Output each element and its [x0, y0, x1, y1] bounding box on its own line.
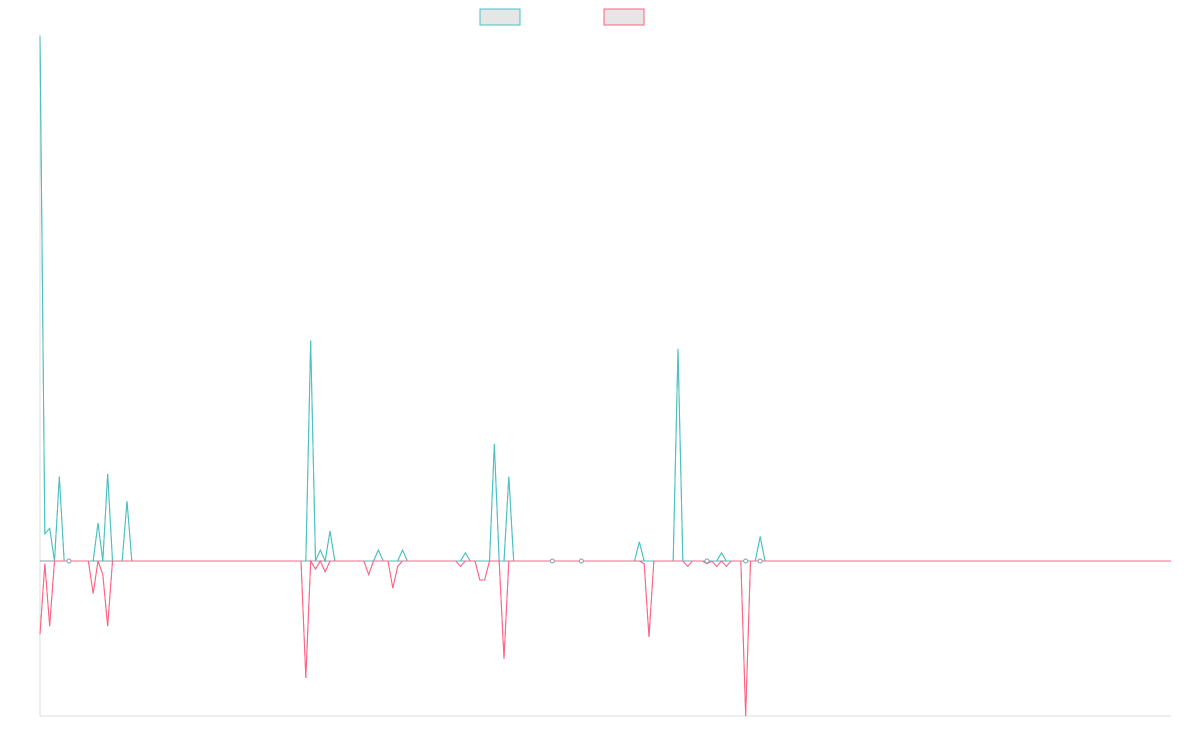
axes — [39, 34, 1171, 717]
plot-area — [39, 35, 1171, 717]
series-line-overlay-0 — [39, 35, 1171, 563]
legend-item-1[interactable] — [603, 8, 645, 26]
data-point-marker — [704, 558, 710, 564]
data-point-marker — [757, 558, 763, 564]
legend-item-0[interactable] — [479, 8, 521, 26]
data-point-marker — [578, 558, 584, 564]
legend-swatch — [603, 8, 645, 26]
data-point-marker — [549, 558, 555, 564]
series-line-overlay-1 — [39, 559, 1171, 717]
series-line-1 — [39, 559, 1171, 717]
data-point-marker — [66, 558, 72, 564]
legend — [479, 8, 645, 26]
data-point-marker — [743, 558, 749, 564]
legend-swatch — [479, 8, 521, 26]
series-line-0 — [39, 35, 1171, 563]
